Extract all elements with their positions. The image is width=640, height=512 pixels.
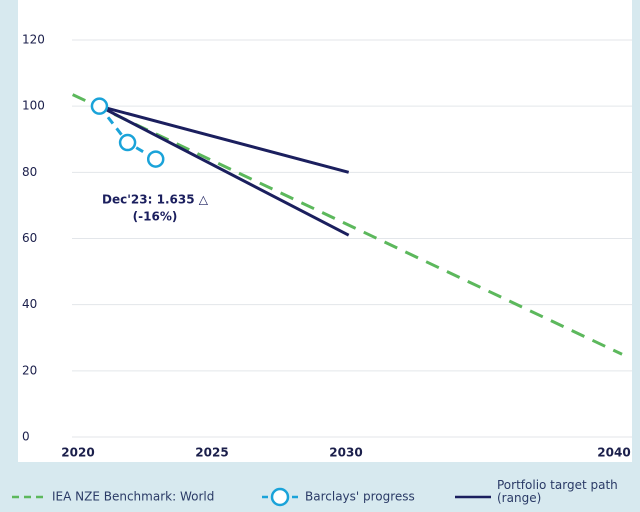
progress-point — [118, 133, 137, 152]
legend-label: Barclays' progress — [305, 490, 415, 504]
y-tick-label: 80 — [22, 165, 37, 179]
target-upper — [99, 104, 350, 174]
y-tick-label: 100 — [22, 99, 45, 113]
x-tick-label: 2020 — [61, 446, 94, 460]
y-tick-label: 120 — [22, 33, 45, 47]
y-tick-label: 60 — [22, 231, 37, 245]
legend-label: IEA NZE Benchmark: World — [52, 490, 214, 504]
x-tick-label: 2025 — [195, 446, 228, 460]
annotation: Dec'23: 1.635 △ — [102, 193, 209, 207]
benchmark-line — [71, 93, 623, 356]
legend-label: Portfolio target path (range) — [497, 479, 618, 505]
plot-panel — [18, 0, 632, 462]
y-tick-label: 40 — [22, 297, 37, 311]
y-tick-label: 0 — [22, 430, 30, 444]
progress-point — [90, 97, 109, 115]
annotation: (-16%) — [133, 210, 178, 224]
progress-point — [146, 150, 165, 168]
legend-swatch — [270, 487, 290, 507]
y-tick-label: 20 — [22, 363, 37, 377]
target-lower — [98, 104, 350, 237]
x-tick-label: 2030 — [329, 446, 362, 460]
legend-label-box: Portfolio target path (range) — [497, 479, 618, 505]
x-tick-label: 2040 — [597, 446, 630, 460]
